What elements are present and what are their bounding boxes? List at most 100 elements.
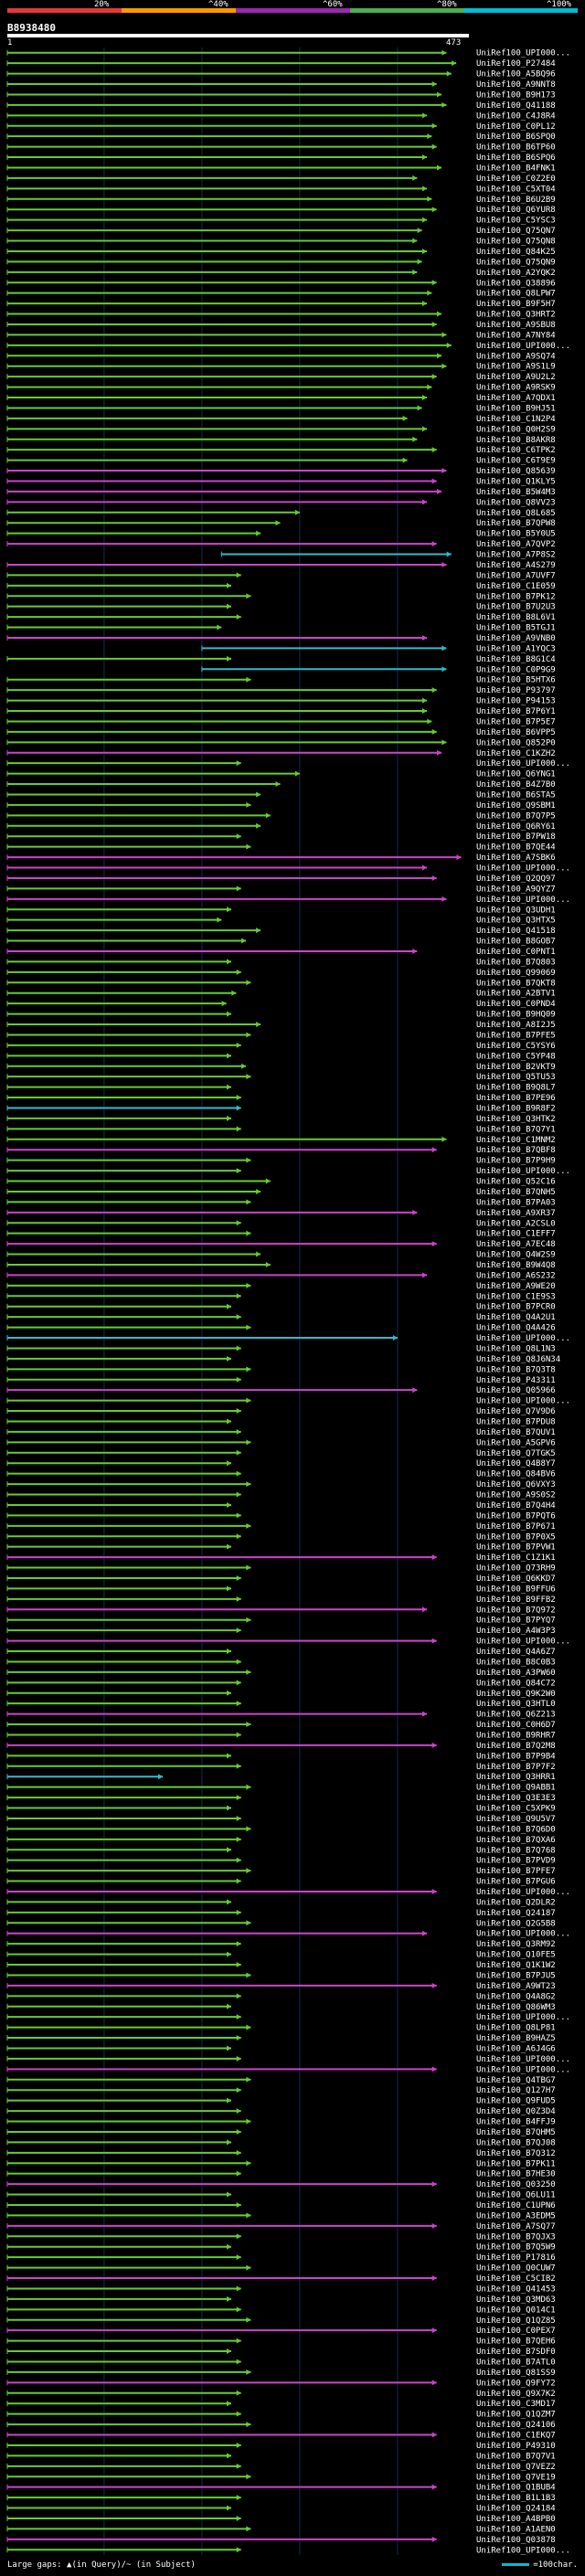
hit-label[interactable]: UniRef100_B7ATL0 — [476, 2358, 556, 2367]
hit-label[interactable]: UniRef100_Q1BUB4 — [476, 2484, 556, 2493]
hit-label[interactable]: UniRef100_B8L6V1 — [476, 613, 556, 622]
hit-label[interactable]: UniRef100_A7QVP2 — [476, 540, 556, 549]
hit-label[interactable]: UniRef100_P93797 — [476, 686, 556, 695]
hit-label[interactable]: UniRef100_Q852P0 — [476, 738, 556, 747]
hit-label[interactable]: UniRef100_UPI000... — [476, 896, 570, 905]
hit-label[interactable]: UniRef100_Q3RM92 — [476, 1940, 556, 1949]
hit-label[interactable]: UniRef100_B7Q972 — [476, 1606, 556, 1615]
hit-label[interactable]: UniRef100_B7PE96 — [476, 1094, 556, 1103]
hit-label[interactable]: UniRef100_UPI000... — [476, 1888, 570, 1897]
hit-label[interactable]: UniRef100_A9NNT8 — [476, 80, 556, 90]
hit-label[interactable]: UniRef100_B7P6Y1 — [476, 707, 556, 716]
hit-label[interactable]: UniRef100_B9HQ09 — [476, 1011, 556, 1020]
hit-label[interactable]: UniRef100_B7QE44 — [476, 843, 556, 853]
hit-label[interactable]: UniRef100_C0P9G9 — [476, 665, 556, 674]
hit-label[interactable]: UniRef100_B7HE30 — [476, 2170, 556, 2179]
hit-label[interactable]: UniRef100_B8GOB7 — [476, 938, 556, 947]
hit-label[interactable]: UniRef100_Q1KLY5 — [476, 477, 556, 486]
hit-label[interactable]: UniRef100_UPI000... — [476, 1397, 570, 1406]
hit-label[interactable]: UniRef100_Q9U5V7 — [476, 1815, 556, 1824]
hit-label[interactable]: UniRef100_Q8J6N34 — [476, 1355, 560, 1364]
hit-label[interactable]: UniRef100_C0PND4 — [476, 1000, 556, 1009]
hit-label[interactable]: UniRef100_A2YQK2 — [476, 269, 556, 278]
hit-label[interactable]: UniRef100_A6J4G6 — [476, 2044, 556, 2053]
hit-label[interactable]: UniRef100_B9HAZ5 — [476, 2034, 556, 2043]
hit-label[interactable]: UniRef100_Q75QN8 — [476, 238, 556, 247]
hit-label[interactable]: UniRef100_Q9FUD5 — [476, 2097, 556, 2106]
hit-label[interactable]: UniRef100_C3MD17 — [476, 2400, 556, 2409]
hit-label[interactable]: UniRef100_A4BPB0 — [476, 2515, 556, 2524]
hit-label[interactable]: UniRef100_B9FFB2 — [476, 1595, 556, 1605]
hit-label[interactable]: UniRef100_C0Z2E0 — [476, 175, 556, 184]
hit-label[interactable]: UniRef100_A3EDM5 — [476, 2211, 556, 2221]
hit-label[interactable]: UniRef100_Q84C72 — [476, 1679, 556, 1688]
hit-label[interactable]: UniRef100_C5YP48 — [476, 1052, 556, 1061]
hit-label[interactable]: UniRef100_B7QUV1 — [476, 1428, 556, 1437]
hit-label[interactable]: UniRef100_B7QXA6 — [476, 1836, 556, 1845]
hit-label[interactable]: UniRef100_Q38896 — [476, 279, 556, 288]
hit-label[interactable]: UniRef100_UPI000... — [476, 1638, 570, 1647]
hit-label[interactable]: UniRef100_Q2DLR2 — [476, 1898, 556, 1907]
hit-label[interactable]: UniRef100_Q6Z213 — [476, 1711, 556, 1720]
hit-label[interactable]: UniRef100_A9WT23 — [476, 1982, 556, 1991]
hit-label[interactable]: UniRef100_A9SQ74 — [476, 352, 556, 361]
hit-label[interactable]: UniRef100_A2BTV1 — [476, 990, 556, 999]
hit-label[interactable]: UniRef100_C5CIB2 — [476, 2274, 556, 2284]
hit-label[interactable]: UniRef100_C5YSC3 — [476, 217, 556, 226]
hit-label[interactable]: UniRef100_Q4TBG7 — [476, 2076, 556, 2085]
hit-label[interactable]: UniRef100_B7Q803 — [476, 958, 556, 967]
hit-label[interactable]: UniRef100_B7QJ08 — [476, 2138, 556, 2147]
hit-label[interactable]: UniRef100_B7QJX3 — [476, 2232, 556, 2242]
hit-label[interactable]: UniRef100_Q8LPW7 — [476, 290, 556, 299]
hit-label[interactable]: UniRef100_B7PFE5 — [476, 1031, 556, 1040]
hit-label[interactable]: UniRef100_Q41453 — [476, 2284, 556, 2294]
hit-label[interactable]: UniRef100_C0PEX7 — [476, 2327, 556, 2336]
hit-label[interactable]: UniRef100_C5YSY6 — [476, 1042, 556, 1051]
hit-label[interactable]: UniRef100_B4FNK1 — [476, 164, 556, 173]
hit-label[interactable]: UniRef100_B7QBF8 — [476, 1146, 556, 1155]
hit-label[interactable]: UniRef100_Q41518 — [476, 927, 556, 936]
hit-label[interactable]: UniRef100_Q1QZM7 — [476, 2411, 556, 2420]
hit-label[interactable]: UniRef100_B7Q7P5 — [476, 811, 556, 821]
hit-label[interactable]: UniRef100_Q3UDH1 — [476, 906, 556, 915]
hit-label[interactable]: UniRef100_C1Z1K1 — [476, 1553, 556, 1563]
hit-label[interactable]: UniRef100_B6U2B9 — [476, 196, 556, 205]
hit-label[interactable]: UniRef100_P43311 — [476, 1376, 556, 1385]
hit-label[interactable]: UniRef100_B7P5E7 — [476, 717, 556, 726]
hit-label[interactable]: UniRef100_B7Q768 — [476, 1846, 556, 1855]
hit-label[interactable]: UniRef100_B7Q6D0 — [476, 1825, 556, 1834]
hit-label[interactable]: UniRef100_Q3HRR1 — [476, 1773, 556, 1782]
hit-label[interactable]: UniRef100_B9RHR7 — [476, 1731, 556, 1740]
hit-label[interactable]: UniRef100_Q4A6Z7 — [476, 1648, 556, 1657]
hit-label[interactable]: UniRef100_C1N2P4 — [476, 415, 556, 424]
hit-label[interactable]: UniRef100_Q3HRT2 — [476, 311, 556, 320]
hit-label[interactable]: UniRef100_B7P9B4 — [476, 1752, 556, 1761]
hit-label[interactable]: UniRef100_Q85639 — [476, 467, 556, 476]
hit-label[interactable]: UniRef100_Q7VE19 — [476, 2473, 556, 2482]
hit-label[interactable]: UniRef100_B5W4M3 — [476, 488, 556, 497]
hit-label[interactable]: UniRef100_Q2QQ97 — [476, 875, 556, 884]
hit-label[interactable]: UniRef100_Q8VV23 — [476, 498, 556, 507]
hit-label[interactable]: UniRef100_Q81SS9 — [476, 2369, 556, 2378]
hit-label[interactable]: UniRef100_B7Q7Y1 — [476, 1125, 556, 1134]
hit-label[interactable]: UniRef100_Q03878 — [476, 2536, 556, 2545]
hit-label[interactable]: UniRef100_C0H6D7 — [476, 1721, 556, 1730]
hit-label[interactable]: UniRef100_B6STA5 — [476, 790, 556, 800]
hit-label[interactable]: UniRef100_UPI000... — [476, 1334, 570, 1343]
hit-label[interactable]: UniRef100_Q7VEZ2 — [476, 2463, 556, 2472]
hit-label[interactable]: UniRef100_A7NY84 — [476, 331, 556, 340]
hit-label[interactable]: UniRef100_B7PQT6 — [476, 1511, 556, 1521]
hit-label[interactable]: UniRef100_Q014C1 — [476, 2306, 556, 2315]
hit-label[interactable]: UniRef100_P27484 — [476, 59, 556, 69]
hit-label[interactable]: UniRef100_Q127H7 — [476, 2086, 556, 2095]
hit-label[interactable]: UniRef100_C4J8R4 — [476, 111, 556, 121]
hit-label[interactable]: UniRef100_B7PJU5 — [476, 1971, 556, 1980]
hit-label[interactable]: UniRef100_Q6YUR8 — [476, 206, 556, 215]
hit-label[interactable]: UniRef100_UPI000... — [476, 2546, 570, 2555]
hit-label[interactable]: UniRef100_Q73RH9 — [476, 1564, 556, 1574]
hit-label[interactable]: UniRef100_Q4A426 — [476, 1324, 556, 1333]
hit-label[interactable]: UniRef100_C1E9S3 — [476, 1292, 556, 1301]
hit-label[interactable]: UniRef100_C0PL12 — [476, 122, 556, 132]
hit-label[interactable]: UniRef100_B7QKT8 — [476, 979, 556, 988]
hit-label[interactable]: UniRef100_Q0CUW7 — [476, 2264, 556, 2274]
